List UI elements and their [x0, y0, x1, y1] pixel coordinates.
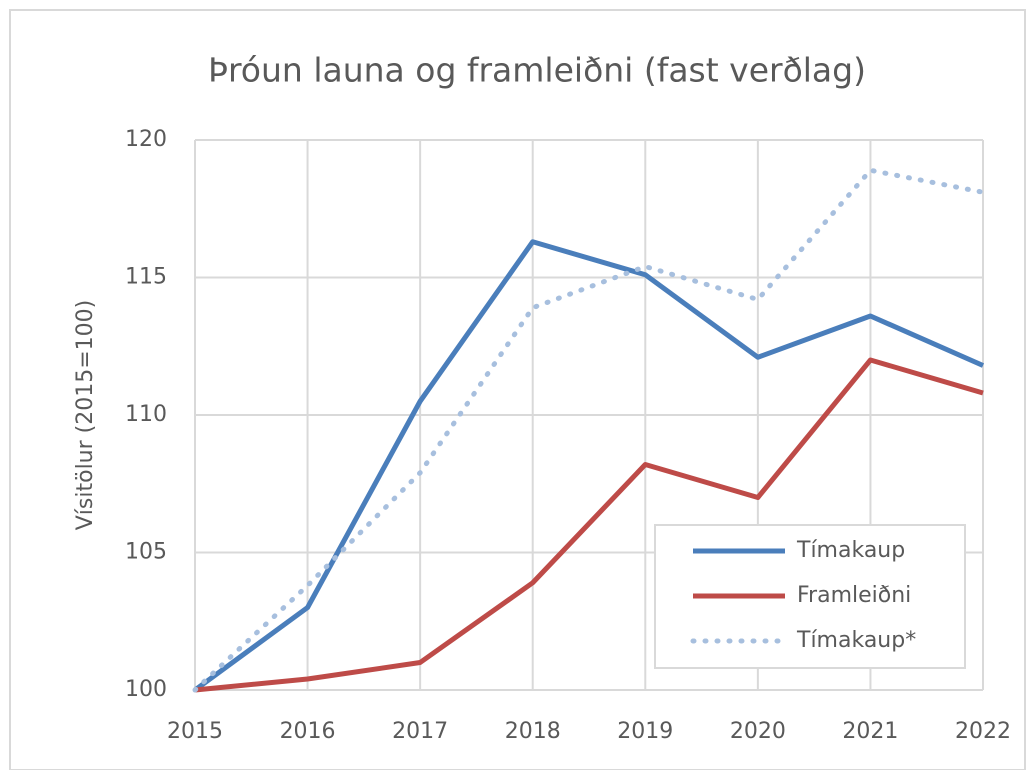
x-tick-label: 2015	[167, 719, 223, 744]
series-line	[194, 357, 984, 693]
legend: Tímakaup Framleiðni Tímakaup*	[654, 524, 966, 669]
x-tick-label: 2018	[505, 719, 561, 744]
y-tick-label: 110	[125, 402, 167, 427]
x-tick-label: 2017	[392, 719, 448, 744]
legend-label: Framleiðni	[797, 583, 911, 608]
y-tick-label: 105	[125, 540, 167, 565]
y-axis-label: Vísitölur (2015=100)	[73, 300, 98, 531]
y-tick-label: 100	[125, 677, 167, 702]
x-tick-label: 2021	[842, 719, 898, 744]
x-tick-label: 2022	[955, 719, 1011, 744]
legend-label: Tímakaup*	[796, 628, 916, 653]
series-line	[193, 239, 985, 693]
x-tick-label: 2020	[730, 719, 786, 744]
x-tick-label: 2016	[280, 719, 336, 744]
y-tick-label: 120	[125, 127, 167, 152]
legend-label: Tímakaup	[796, 538, 905, 563]
y-tick-label: 115	[125, 265, 167, 290]
chart-title: Þróun launa og framleiðni (fast verðlag)	[208, 51, 866, 90]
series-line	[192, 167, 986, 693]
x-tick-label: 2019	[617, 719, 673, 744]
